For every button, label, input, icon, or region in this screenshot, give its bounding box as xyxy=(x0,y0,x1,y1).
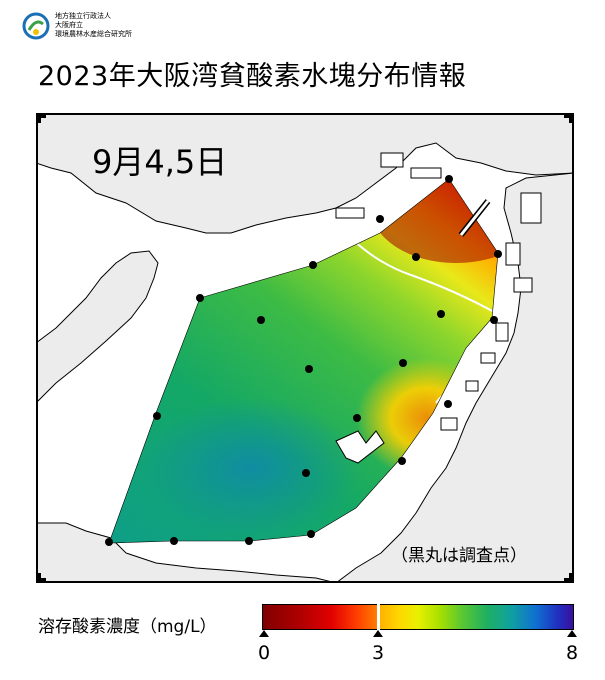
station-point xyxy=(376,215,384,223)
station-point xyxy=(444,400,452,408)
station-point xyxy=(196,294,204,302)
station-point xyxy=(302,469,310,477)
organization-name: 地方独立行政法人 大阪府立 環境農林水産総合研究所 xyxy=(55,12,132,39)
tick-marker-min xyxy=(259,630,269,637)
station-point xyxy=(153,412,161,420)
station-point xyxy=(305,365,313,373)
organization-line-3: 環境農林水産総合研究所 xyxy=(55,30,132,38)
frame-ticks xyxy=(36,113,574,583)
land-east-coast xyxy=(335,172,574,583)
station-point xyxy=(437,310,445,318)
organization-header: 地方独立行政法人 大阪府立 環境農林水産総合研究所 xyxy=(22,10,222,46)
station-point xyxy=(445,175,453,183)
station-point xyxy=(494,250,502,258)
tick-label-threshold: 3 xyxy=(371,642,385,664)
tick-marker-threshold xyxy=(373,630,383,637)
tick-label-min: 0 xyxy=(257,642,271,664)
tick-label-max: 8 xyxy=(565,642,579,664)
map-frame xyxy=(36,113,574,583)
land-north-coast xyxy=(36,113,574,234)
osaka-bay-map xyxy=(36,113,574,583)
survey-stations xyxy=(105,175,502,546)
legend-title: 溶存酸素濃度（mg/L） xyxy=(38,617,217,637)
survey-area-outline xyxy=(108,178,499,544)
map-canvas xyxy=(36,113,574,583)
station-point xyxy=(309,261,317,269)
station-point xyxy=(399,359,407,367)
harbor-structures xyxy=(335,152,542,431)
map-note: （黒丸は調査点） xyxy=(391,546,527,566)
station-point xyxy=(307,530,315,538)
survey-date: 9月4,5日 xyxy=(92,143,228,181)
color-scale-bar xyxy=(262,604,574,630)
land-awaji-island xyxy=(36,250,159,404)
organization-line-2: 大阪府立 xyxy=(55,21,83,29)
threshold-marker xyxy=(377,604,380,630)
station-point xyxy=(257,316,265,324)
station-point xyxy=(353,414,361,422)
tick-marker-max xyxy=(567,630,577,637)
station-point xyxy=(170,537,178,545)
station-point xyxy=(490,316,498,324)
station-point xyxy=(398,457,406,465)
station-point xyxy=(412,253,420,261)
station-point xyxy=(245,537,253,545)
airport-island xyxy=(335,430,385,464)
organization-line-1: 地方独立行政法人 xyxy=(55,12,111,20)
station-point xyxy=(105,538,113,546)
page-title: 2023年大阪湾貧酸素水塊分布情報 xyxy=(38,61,467,92)
organization-logo-icon xyxy=(22,12,50,40)
